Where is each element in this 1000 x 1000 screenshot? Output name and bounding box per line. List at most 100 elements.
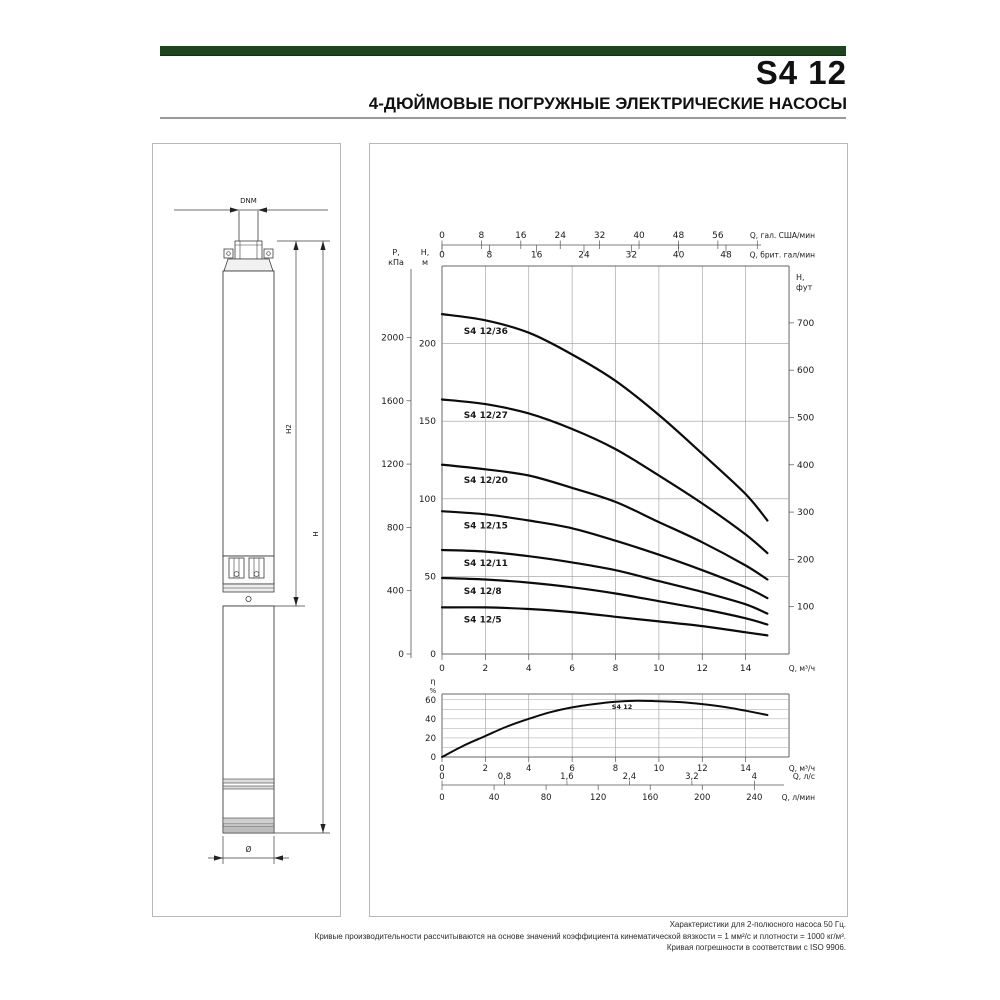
head-m-tick-label: 150 [419,417,436,427]
eta-tick-label: 0 [431,753,436,763]
head-m-tick-label: 50 [425,572,437,582]
lifting-ear [223,248,234,259]
m3h-axis-unit: Q, м³/ч [789,664,815,673]
m3h-tick-label: 4 [526,664,532,674]
curve-label: S4 12/8 [464,587,502,597]
diameter-dimension-label: Ø [246,845,252,854]
header-rule [160,117,846,119]
ls-tick-label: 0 [439,772,444,782]
slot-hole [233,571,240,577]
footer-note-viscosity: Кривые производительности рассчитываются… [314,931,846,941]
ls-axis-unit: Q, л/с [793,772,815,781]
m3h-tick-label: 10 [653,764,664,774]
efficiency-curve-group: S4 12 [441,699,769,758]
m3h-tick-label: 8 [613,764,618,774]
impgpm-tick-label: 16 [531,251,543,261]
lmin-tick-label: 40 [489,793,500,803]
m3h-tick-label: 12 [697,664,708,674]
head-ft-tick-label: 700 [797,319,814,329]
head-curves: S4 12/36 S4 12/27 S4 12/20 S4 12/15 S4 12/11… [440,313,769,637]
suction-slot-group [228,557,245,579]
head-ft-tick-label: 100 [797,603,814,613]
ls-tick-label: 4 [752,772,757,782]
lifting-ear [263,248,274,259]
eta-axis-unit: η [430,677,435,686]
dimension-arrow [274,855,283,861]
head-axis-m: 0 50 100 150 200 H,м [419,248,436,660]
efficiency-axis: 0 20 40 60 η% 0 2 4 6 8 10 12 14 Q, м³/ч [425,677,815,774]
m3h-tick-label: 8 [613,664,619,674]
dimension-arrow [320,241,326,250]
usgpm-axis-unit: Q, гал. США/мин [750,231,815,240]
lmin-axis-unit: Q, л/мин [782,793,816,802]
page-subtitle: 4-ДЮЙМОВЫЕ ПОГРУЖНЫЕ ЭЛЕКТРИЧЕСКИЕ НАСОС… [368,94,847,113]
m3h-tick-label: 0 [439,764,444,774]
usgpm-tick-label: 56 [712,231,724,241]
eta-tick-label: 20 [425,734,436,744]
pump-head-cap [223,258,274,272]
pump-dimensional-drawing: DNM Ø H2 H [174,197,330,864]
m3h-tick-label: 14 [740,664,752,674]
m3h-tick-label: 6 [569,764,574,774]
footer-note-tolerance: Кривая погрешности в соответствии с ISO … [666,943,846,952]
performance-chart-panel: 0 8 16 24 32 40 48 56 0 8 16 24 32 40 48 Q, гал. США/ми… [369,143,848,917]
lmin-tick-label: 240 [746,793,762,803]
head-ft-axis-unit: фут [796,283,813,292]
kpa-tick-label: 2000 [381,333,404,343]
impgpm-tick-label: 48 [720,251,732,261]
top-flow-scales: 0 8 16 24 32 40 48 56 0 8 16 24 32 40 48 Q, гал. США/ми… [439,231,815,261]
kpa-tick-label: 1200 [381,460,404,470]
kpa-tick-label: 800 [387,523,404,533]
pressure-axis-kpa: 0 400 800 1200 1600 2000 P,кПа [381,248,412,660]
dimension-arrow [293,597,299,606]
pump-drawing-panel: DNM Ø H2 H [152,143,341,917]
curve-label: S4 12/20 [464,476,508,486]
usgpm-tick-label: 48 [673,231,685,241]
head-ft-tick-label: 400 [797,461,814,471]
suction-slot-group [248,557,265,579]
lmin-tick-label: 120 [590,793,606,803]
ear-hole [226,251,231,256]
dimension-arrow [293,241,299,250]
curve-label: S4 12/15 [464,522,508,532]
drain-hole [245,595,252,602]
efficiency-curve-label: S4 12 [612,703,633,711]
eta-tick-label: 40 [425,715,436,725]
head-curve [440,463,769,581]
head-m-tick-label: 0 [430,650,436,660]
head-curve [440,313,769,522]
dnm-dimension-label: DNM [240,197,257,205]
dimension-arrow [230,207,239,213]
lmin-tick-label: 0 [439,793,444,803]
kpa-axis-unit: P, [392,248,399,257]
usgpm-tick-label: 16 [515,231,527,241]
lmin-tick-label: 80 [541,793,552,803]
impgpm-axis-unit: Q, брит. гал/мин [750,251,815,260]
slot-hole [253,571,260,577]
usgpm-tick-label: 40 [633,231,645,241]
kpa-axis-unit: кПа [388,258,404,267]
pump-body [222,270,275,557]
eta-tick-label: 60 [425,696,436,706]
motor-end-band [222,817,275,825]
curve-label: S4 12/5 [464,615,502,625]
ear-hole [266,251,271,256]
kpa-tick-label: 400 [387,587,404,597]
ls-tick-label: 2,4 [623,772,637,782]
m3h-tick-label: 2 [483,664,489,674]
head-curve [440,576,769,626]
head-curve [440,510,769,600]
impgpm-tick-label: 8 [486,251,492,261]
dimension-arrow [258,207,267,213]
head-curve [440,606,769,637]
curve-label: S4 12/36 [464,327,508,337]
performance-curves-chart: 0 8 16 24 32 40 48 560 8 16 24 32 40 48Q, гал. США/ми… [381,231,816,803]
impgpm-tick-label: 32 [626,251,637,261]
head-ft-axis-unit: H, [796,273,805,282]
dimension-arrow [214,855,223,861]
m3h-tick-label: 2 [483,764,488,774]
m3h-tick-label: 10 [653,664,665,674]
efficiency-curve [441,699,769,758]
kpa-tick-label: 1600 [381,397,404,407]
